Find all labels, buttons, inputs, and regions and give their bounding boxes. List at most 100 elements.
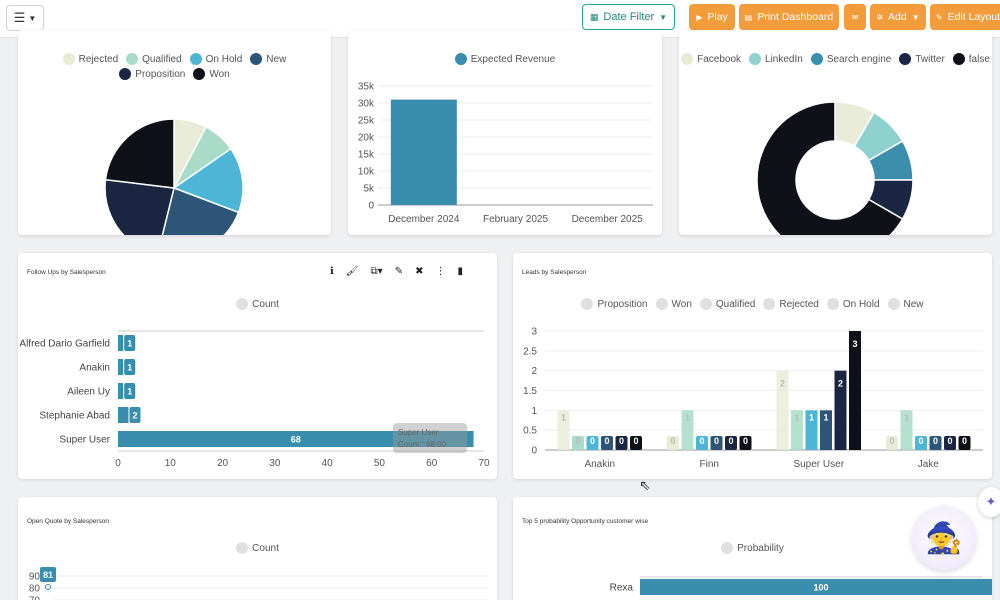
data-label: 0 [962, 436, 967, 446]
legend-item[interactable]: Won [655, 298, 692, 310]
follow-ups-card: Follow Ups by Salesperson Count 0 10 20 30 4… [18, 253, 497, 479]
top5-probability-card: Top 5 probability Opportunity customer w… [513, 497, 992, 600]
data-label-box [601, 436, 613, 450]
x-tick-label: 30 [269, 458, 281, 469]
date-filter-button[interactable]: ▦ Date Filter ▼ [582, 4, 675, 30]
legend-item[interactable]: New [887, 298, 924, 310]
wizard-hat-icon: 🧙 [925, 521, 963, 555]
legend-item[interactable]: On Hold [826, 298, 880, 310]
followup-bar [118, 335, 124, 351]
card-toolbar: ℹ 🖌 ⧉▾ ✎ ✖ ⋮ ▮ [330, 266, 463, 277]
y-tick-label: 25k [358, 116, 375, 127]
category-label: Anakin [79, 363, 110, 374]
followup-bar [118, 407, 129, 423]
legend-item[interactable]: Won [193, 68, 230, 80]
legend-item[interactable]: Proposition [581, 298, 648, 310]
data-label-box [124, 359, 136, 375]
gear-icon: ✲ [876, 12, 884, 22]
legend-item[interactable]: Proposition [119, 68, 185, 80]
data-label: 0 [743, 436, 748, 446]
leads-legend: Proposition Won Qualified Rejected On Ho… [513, 298, 992, 310]
legend-item[interactable]: LinkedIn [749, 53, 803, 65]
edit-layout-button[interactable]: ✎ Edit Layout [930, 4, 1000, 30]
legend-item[interactable]: Facebook [681, 53, 741, 65]
legend-item[interactable]: On Hold [189, 53, 242, 65]
legend-item[interactable]: Qualified [126, 53, 182, 65]
category-label: Aileen Uy [67, 387, 110, 398]
filter-menu-button[interactable]: ☰ ▼ [6, 5, 44, 31]
revenue-bar [390, 99, 457, 205]
book-icon[interactable]: ▮ [457, 266, 463, 277]
category-label: Rexa [610, 583, 634, 594]
data-label: 1 [561, 412, 566, 422]
data-label: 2 [838, 379, 843, 389]
sparkle-icon[interactable]: ✦ [978, 487, 1000, 517]
play-label: Play [707, 11, 728, 23]
data-label: 0 [728, 436, 733, 446]
data-label: 0 [619, 436, 624, 446]
x-tick-label: 50 [374, 458, 386, 469]
legend-item[interactable]: Qualified [699, 298, 755, 310]
legend-item[interactable]: false [952, 53, 990, 65]
x-tick-label: Finn [700, 459, 719, 470]
data-label: 1 [127, 363, 132, 373]
legend-item[interactable]: Twitter [899, 53, 945, 65]
legend-item[interactable]: Count [236, 542, 279, 554]
data-label: 0 [575, 436, 580, 446]
y-tick-label: 1 [531, 406, 537, 417]
y-tick-label: 0 [531, 446, 537, 457]
x-tick-label: 60 [426, 458, 438, 469]
legend-item[interactable]: Search engine [810, 53, 891, 65]
revenue-legend: Expected Revenue [348, 53, 662, 65]
date-filter-label: Date Filter [603, 11, 655, 23]
legend-item[interactable]: Rejected [763, 298, 819, 310]
legend-item[interactable]: Count [236, 298, 279, 310]
y-tick-label: 30k [358, 99, 375, 110]
leads-by-salesperson-card: Leads by Salesperson Proposition Won Qua… [513, 253, 992, 479]
play-button[interactable]: ▶ Play [689, 4, 735, 30]
source-donut-chart [756, 101, 914, 235]
data-label-box [572, 436, 584, 450]
openquote-chart: 908070 81 [29, 567, 488, 600]
lead-bar [834, 370, 847, 450]
probability-bar [640, 579, 992, 595]
y-tick-label: 35k [358, 82, 375, 93]
legend-item[interactable]: Expected Revenue [454, 53, 555, 65]
add-button[interactable]: ✲ Add ▼ [870, 4, 926, 30]
x-tick-label: 10 [165, 458, 177, 469]
data-label: 0 [714, 436, 719, 446]
data-label: 1 [127, 387, 132, 397]
pie-slice [161, 186, 240, 235]
x-tick-label: 70 [478, 458, 490, 469]
data-label: 0 [633, 436, 638, 446]
data-label: 2 [780, 379, 785, 389]
y-tick-label: 80 [29, 584, 41, 595]
email-button[interactable]: ✉ [844, 4, 866, 30]
print-dashboard-button[interactable]: ▤ Print Dashboard [739, 4, 839, 30]
copy-icon[interactable]: ⧉▾ [370, 266, 383, 277]
pie-slice [756, 101, 904, 235]
x-tick-label: February 2025 [483, 214, 548, 225]
tooltip-line: Super User [398, 428, 439, 437]
play-icon: ▶ [696, 12, 703, 22]
legend-item[interactable]: Probability [721, 542, 784, 554]
data-label-box [630, 436, 642, 450]
data-label: 1 [904, 412, 909, 422]
pencil-icon[interactable]: ✎ [394, 266, 404, 277]
info-icon[interactable]: ℹ [330, 266, 334, 277]
caret-down-icon: ▼ [659, 12, 668, 22]
ai-assistant-button[interactable]: 🧙 [912, 506, 976, 570]
data-label-box [739, 436, 752, 450]
x-tick-label: 20 [217, 458, 229, 469]
legend-item[interactable]: New [250, 53, 286, 65]
legend-item[interactable]: Rejected [62, 53, 118, 65]
data-label-box [725, 436, 737, 450]
brush-icon[interactable]: 🖌 [345, 266, 359, 277]
lead-source-donut-card: Facebook LinkedIn Search engine Twitter … [679, 30, 992, 235]
close-icon[interactable]: ✖ [415, 266, 424, 277]
lead-bar [776, 370, 789, 450]
x-tick-label: Jake [918, 459, 940, 470]
more-vertical-icon[interactable]: ⋮ [435, 266, 446, 277]
lead-bar [820, 410, 832, 450]
y-tick-label: 2 [531, 366, 537, 377]
